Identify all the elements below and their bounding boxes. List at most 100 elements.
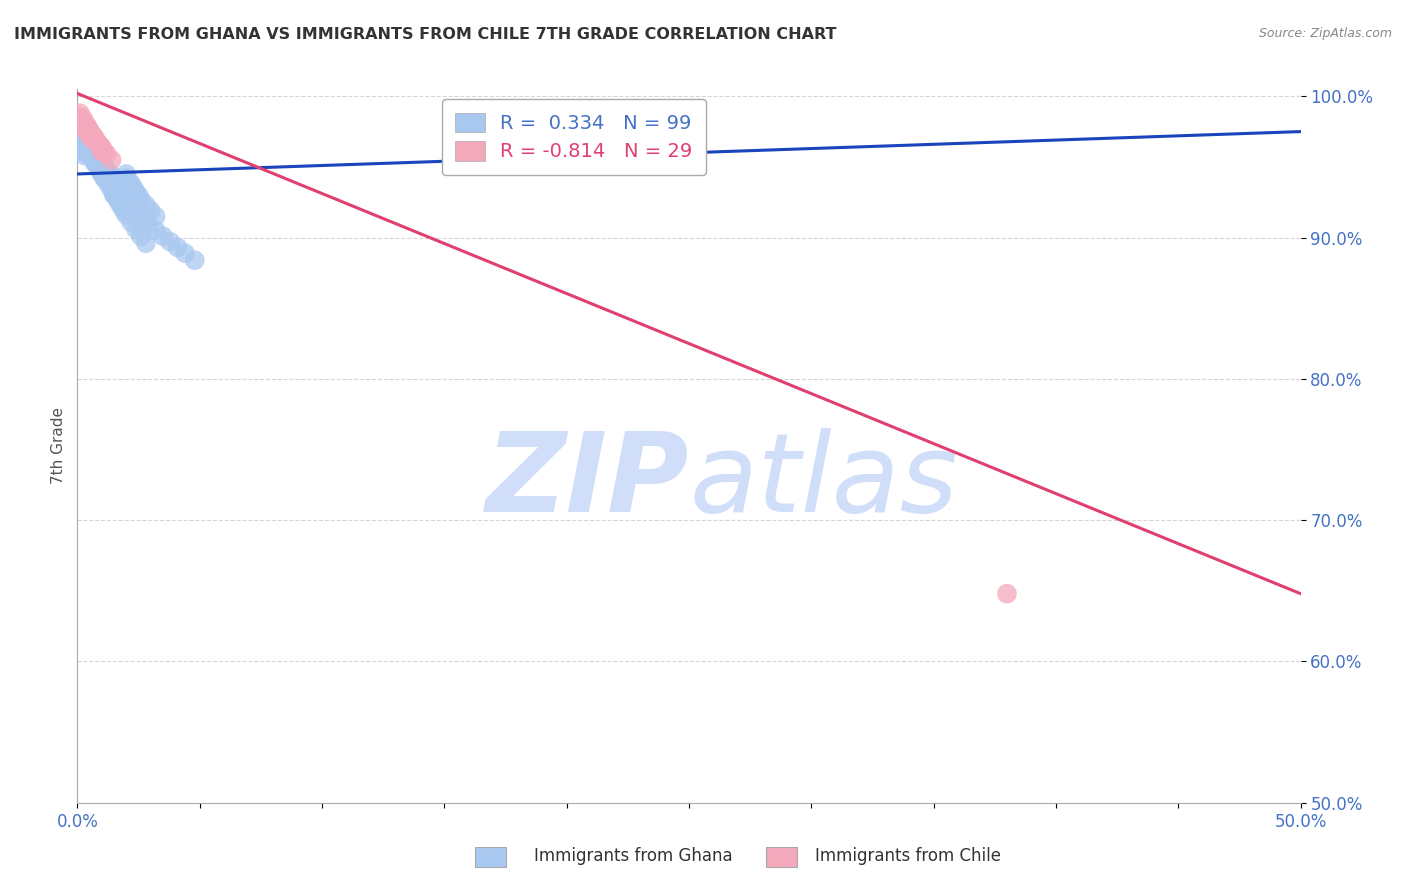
Text: Immigrants from Chile: Immigrants from Chile bbox=[815, 847, 1001, 865]
Point bbox=[76, 119, 98, 133]
Point bbox=[120, 177, 142, 191]
Point bbox=[89, 140, 111, 154]
Point bbox=[110, 199, 132, 213]
Point bbox=[73, 118, 96, 132]
Point bbox=[79, 123, 101, 137]
Point bbox=[93, 145, 115, 159]
Point bbox=[83, 153, 105, 167]
Point bbox=[76, 133, 98, 147]
Point bbox=[103, 188, 125, 202]
Point bbox=[69, 120, 91, 135]
Point bbox=[108, 193, 131, 207]
Point bbox=[108, 195, 131, 210]
Point bbox=[118, 174, 141, 188]
Point bbox=[96, 147, 118, 161]
Point bbox=[93, 160, 115, 174]
Point bbox=[129, 193, 152, 207]
Point bbox=[98, 165, 121, 179]
Point bbox=[80, 150, 103, 164]
Point bbox=[93, 171, 115, 186]
Point bbox=[69, 106, 91, 120]
Point bbox=[79, 125, 101, 139]
Point bbox=[83, 152, 105, 166]
Point bbox=[125, 222, 148, 236]
Point bbox=[76, 120, 98, 135]
Point bbox=[80, 128, 103, 142]
Point bbox=[79, 147, 101, 161]
Point bbox=[115, 167, 138, 181]
Point bbox=[100, 153, 122, 167]
Point bbox=[83, 143, 105, 157]
Point bbox=[112, 203, 135, 218]
Point bbox=[80, 145, 103, 160]
Point bbox=[79, 143, 101, 157]
Point bbox=[108, 178, 131, 193]
Point bbox=[129, 229, 152, 244]
Point bbox=[122, 205, 145, 219]
Point bbox=[105, 174, 128, 188]
Point bbox=[115, 171, 138, 186]
Point bbox=[90, 167, 112, 181]
Point bbox=[89, 162, 111, 177]
Point bbox=[76, 120, 98, 135]
Point bbox=[96, 162, 118, 177]
Point bbox=[76, 125, 98, 139]
Point bbox=[120, 215, 142, 229]
Point bbox=[86, 153, 108, 167]
Y-axis label: 7th Grade: 7th Grade bbox=[51, 408, 66, 484]
Point bbox=[112, 196, 135, 211]
Point bbox=[67, 118, 90, 132]
Point bbox=[125, 186, 148, 200]
Point bbox=[159, 235, 181, 249]
Point bbox=[73, 148, 96, 162]
Point bbox=[80, 128, 103, 142]
Text: IMMIGRANTS FROM GHANA VS IMMIGRANTS FROM CHILE 7TH GRADE CORRELATION CHART: IMMIGRANTS FROM GHANA VS IMMIGRANTS FROM… bbox=[14, 27, 837, 42]
Point bbox=[86, 136, 108, 150]
Point bbox=[83, 155, 105, 169]
Point bbox=[995, 587, 1018, 601]
Point bbox=[96, 174, 118, 188]
Point bbox=[89, 161, 111, 176]
Point bbox=[98, 178, 121, 193]
Point bbox=[127, 210, 149, 224]
Point bbox=[89, 162, 111, 177]
Point bbox=[73, 145, 96, 160]
Point bbox=[135, 236, 157, 251]
Point bbox=[80, 137, 103, 152]
Point bbox=[174, 246, 197, 260]
Point bbox=[103, 171, 125, 186]
Point bbox=[96, 167, 118, 181]
Point bbox=[103, 176, 125, 190]
Point bbox=[90, 140, 112, 154]
Point bbox=[76, 125, 98, 139]
Point bbox=[112, 184, 135, 198]
Point bbox=[86, 135, 108, 149]
Point bbox=[83, 147, 105, 161]
Point bbox=[152, 229, 174, 244]
Point bbox=[100, 182, 122, 196]
Point bbox=[86, 148, 108, 162]
Point bbox=[139, 203, 162, 218]
Point bbox=[76, 128, 98, 143]
Point bbox=[89, 154, 111, 169]
Point bbox=[79, 145, 101, 160]
Point bbox=[145, 210, 167, 224]
Point bbox=[90, 145, 112, 159]
Point bbox=[79, 138, 101, 153]
Point bbox=[89, 159, 111, 173]
Point bbox=[115, 208, 138, 222]
Point bbox=[127, 188, 149, 202]
Point bbox=[70, 114, 93, 128]
Point bbox=[80, 150, 103, 164]
Point bbox=[83, 131, 105, 145]
Point bbox=[136, 218, 159, 232]
Point bbox=[98, 169, 121, 184]
Point bbox=[90, 157, 112, 171]
Point bbox=[80, 131, 103, 145]
Point bbox=[70, 128, 93, 143]
Point bbox=[100, 169, 122, 183]
Point bbox=[86, 157, 108, 171]
Point bbox=[93, 169, 115, 184]
Point bbox=[73, 142, 96, 156]
Point bbox=[105, 191, 128, 205]
